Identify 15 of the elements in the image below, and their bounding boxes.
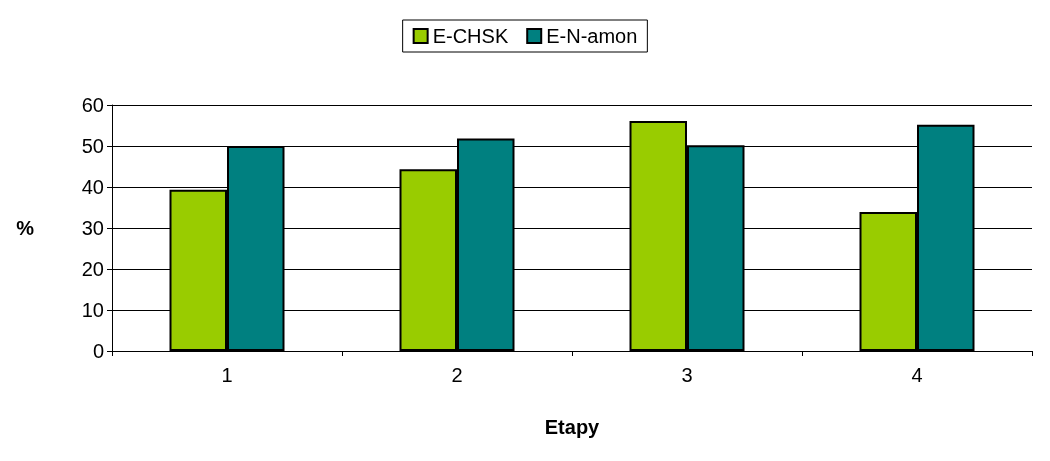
x-tick-label: 1 <box>221 364 233 386</box>
y-tick-label: 20 <box>81 258 104 280</box>
x-tick-label: 4 <box>911 364 923 386</box>
legend-label: E-CHSK <box>432 25 509 47</box>
x-tick-label: 2 <box>451 364 463 386</box>
x-tick-label: 3 <box>681 364 693 386</box>
y-tick-label: 10 <box>81 299 104 321</box>
legend-label: E-N-amon <box>546 25 638 47</box>
x-axis-title: Etapy <box>544 416 601 438</box>
y-tick-label: 40 <box>81 176 104 198</box>
y-tick-label: 60 <box>81 94 104 116</box>
y-tick-label: 0 <box>92 340 104 362</box>
y-tick-label: 50 <box>81 135 104 157</box>
y-tick-label: 30 <box>81 217 104 239</box>
y-axis-title: % <box>16 217 35 239</box>
